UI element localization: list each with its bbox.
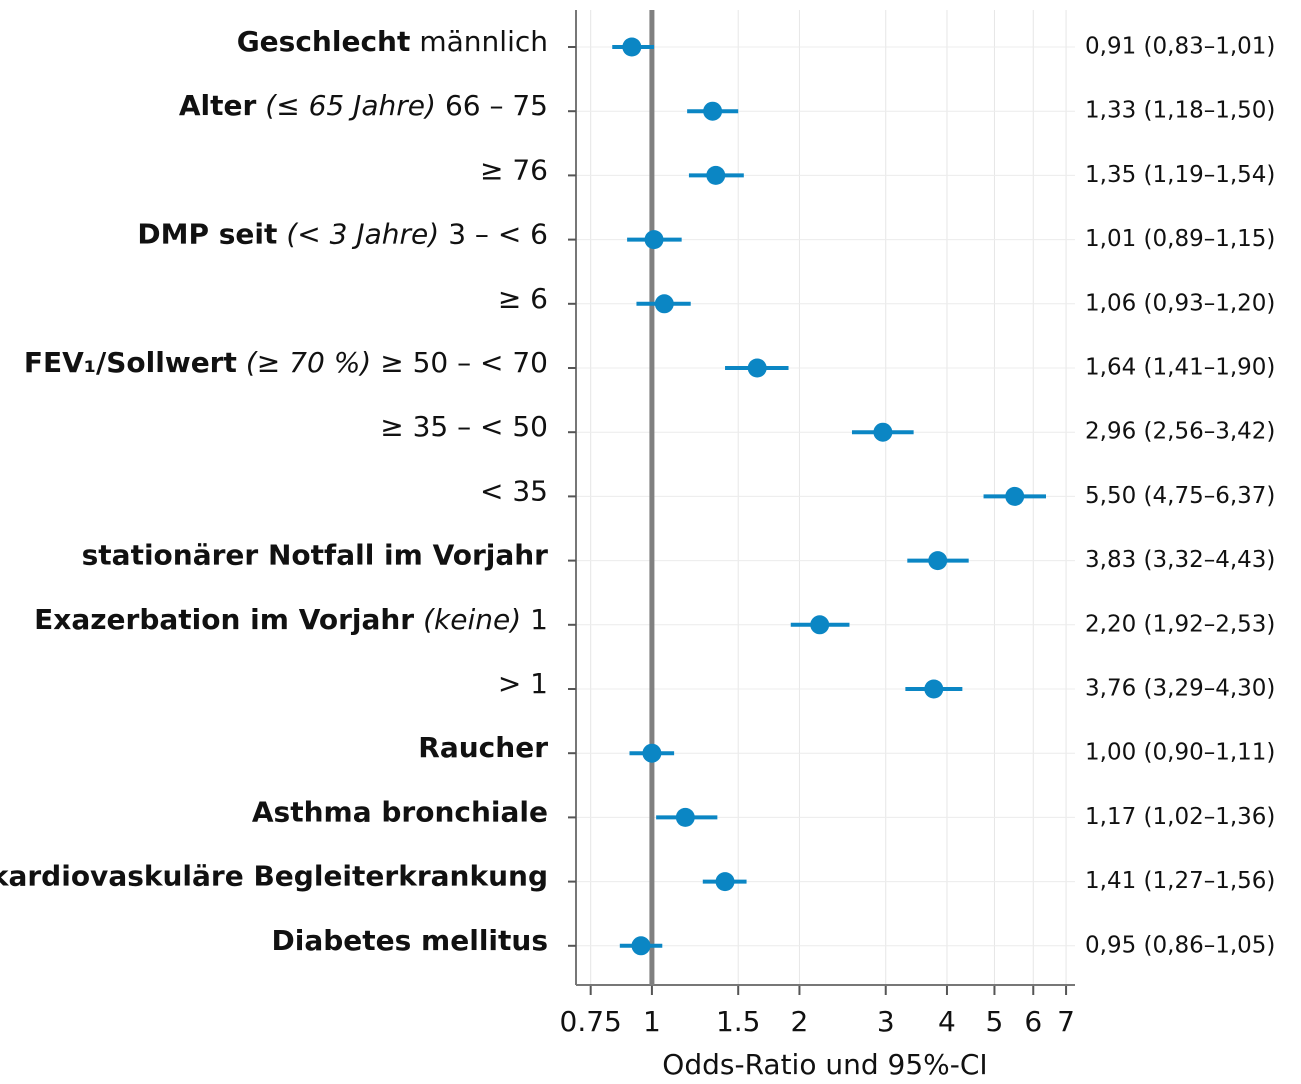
value-label: 2,20 (1,92–2,53) — [1085, 611, 1275, 637]
point — [631, 936, 651, 956]
value-label: 2,96 (2,56–3,42) — [1085, 419, 1275, 445]
row-label: > 1 — [498, 667, 548, 700]
label-group: Asthma bronchiale — [252, 795, 548, 828]
label-level: ≥ 76 — [480, 153, 548, 186]
label-group: stationärer Notfall im Vorjahr — [82, 539, 549, 572]
x-tick-label: 4 — [938, 1005, 956, 1038]
row-label: DMP seit (< 3 Jahre) 3 – < 6 — [137, 218, 548, 251]
label-level: 1 — [530, 603, 548, 636]
point — [644, 230, 664, 250]
row-label: Geschlecht männlich — [237, 25, 548, 58]
value-label: 0,95 (0,86–1,05) — [1085, 932, 1275, 958]
point — [924, 679, 944, 699]
x-tick-label: 0.75 — [560, 1005, 622, 1038]
label-group: Diabetes mellitus — [272, 924, 549, 957]
label-group: Geschlecht — [237, 25, 411, 58]
point — [622, 37, 642, 57]
point — [654, 294, 674, 314]
point — [703, 101, 723, 121]
x-axis-title: Odds-Ratio und 95%-CI — [662, 1048, 987, 1081]
point — [642, 743, 662, 763]
row-label: < 35 — [480, 474, 548, 507]
row-label: ≥ 35 – < 50 — [380, 410, 548, 443]
row-label: stationärer Notfall im Vorjahr — [82, 539, 549, 572]
row-label: kardiovaskuläre Begleiterkrankung — [0, 860, 548, 893]
label-group: Raucher — [418, 731, 548, 764]
label-level: < 35 — [480, 474, 548, 507]
label-level: 3 – < 6 — [448, 218, 548, 251]
row-label: ≥ 76 — [480, 153, 548, 186]
label-level: > 1 — [498, 667, 548, 700]
point — [1005, 486, 1025, 506]
row-label: FEV₁/Sollwert (≥ 70 %) ≥ 50 – < 70 — [24, 346, 548, 379]
label-group: Exazerbation im Vorjahr — [34, 603, 414, 636]
value-label: 1,41 (1,27–1,56) — [1085, 868, 1275, 894]
value-label: 3,76 (3,29–4,30) — [1085, 676, 1275, 702]
x-tick-label: 6 — [1024, 1005, 1042, 1038]
value-label: 1,01 (0,89–1,15) — [1085, 226, 1275, 252]
value-label: 1,33 (1,18–1,50) — [1085, 98, 1275, 124]
point — [928, 551, 948, 571]
value-label: 1,17 (1,02–1,36) — [1085, 804, 1275, 830]
row-label: Raucher — [418, 731, 548, 764]
x-tick-label: 3 — [877, 1005, 895, 1038]
row-label: Diabetes mellitus — [272, 924, 549, 957]
label-level: ≥ 50 – < 70 — [380, 346, 548, 379]
point — [747, 358, 767, 378]
row-label: Asthma bronchiale — [252, 795, 548, 828]
value-label: 1,35 (1,19–1,54) — [1085, 162, 1275, 188]
row-label: Exazerbation im Vorjahr (keine) 1 — [34, 603, 548, 636]
value-label: 1,00 (0,90–1,11) — [1085, 740, 1275, 766]
value-label: 1,64 (1,41–1,90) — [1085, 355, 1275, 381]
x-tick-label: 1 — [643, 1005, 661, 1038]
label-level: männlich — [419, 25, 548, 58]
label-reference: (≥ 70 %) — [246, 346, 371, 379]
row-label: ≥ 6 — [498, 282, 548, 315]
value-label: 1,06 (0,93–1,20) — [1085, 290, 1275, 316]
label-group: FEV₁/Sollwert — [24, 346, 237, 379]
point — [873, 422, 893, 442]
label-group: DMP seit — [137, 218, 277, 251]
point — [675, 807, 695, 827]
label-reference: (< 3 Jahre) — [286, 218, 439, 251]
value-label: 5,50 (4,75–6,37) — [1085, 483, 1275, 509]
label-level: ≥ 35 – < 50 — [380, 410, 548, 443]
label-group: Alter — [179, 89, 257, 122]
value-label: 3,83 (3,32–4,43) — [1085, 547, 1275, 573]
x-tick-label: 1.5 — [716, 1005, 761, 1038]
label-reference: (≤ 65 Jahre) — [265, 89, 436, 122]
x-tick-label: 5 — [986, 1005, 1004, 1038]
value-label: 0,91 (0,83–1,01) — [1085, 34, 1275, 60]
row-label: Alter (≤ 65 Jahre) 66 – 75 — [179, 89, 548, 122]
label-level: ≥ 6 — [498, 282, 548, 315]
x-tick-label: 2 — [791, 1005, 809, 1038]
x-tick-label: 7 — [1057, 1005, 1075, 1038]
label-group: kardiovaskuläre Begleiterkrankung — [0, 860, 548, 893]
point — [706, 165, 726, 185]
point — [810, 615, 830, 635]
label-reference: (keine) — [423, 603, 521, 636]
label-level: 66 – 75 — [445, 89, 548, 122]
point — [715, 872, 735, 892]
